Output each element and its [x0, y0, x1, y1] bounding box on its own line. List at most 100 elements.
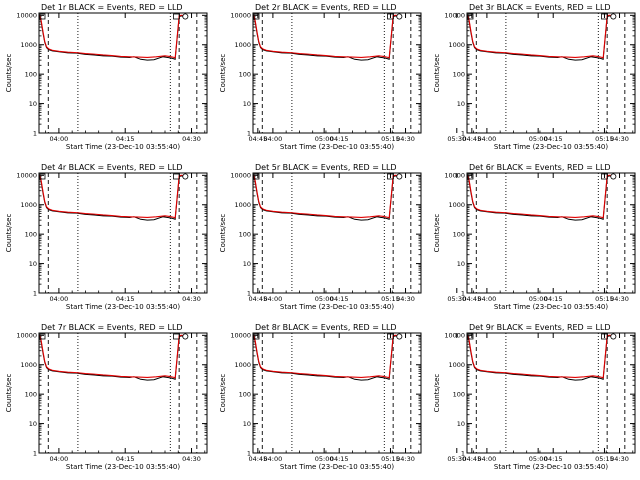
x-tick-label: 04:00 [264, 135, 283, 143]
x-tick-label: 05:00 [315, 295, 334, 303]
series-line-events [39, 335, 183, 381]
x-tick-label: 04:15 [544, 455, 563, 463]
y-tick-label: 1 [461, 449, 465, 457]
start-box-marker [253, 333, 260, 340]
interval-box-marker [387, 13, 394, 20]
panel-title: Det 7r BLACK = Events, RED = LLD [41, 323, 183, 332]
interval-circle-marker [396, 333, 403, 340]
y-tick-label: 1000 [448, 41, 465, 49]
x-axis-label: Start Time (23-Dec-10 03:55:40) [494, 143, 608, 151]
y-tick-label: 10 [29, 260, 37, 268]
y-tick-label: 10 [457, 420, 465, 428]
plot-frame [252, 332, 422, 454]
x-tick-label: 04:45 [462, 135, 481, 143]
x-tick-label: 05:00 [529, 455, 548, 463]
x-tick-label: 04:45 [462, 455, 481, 463]
y-tick-label: 100 [25, 390, 37, 398]
panel-det-2: Det 2r BLACK = Events, RED = LLD11010010… [219, 3, 614, 151]
series-line-lld [467, 174, 611, 219]
y-tick-label: 10000 [16, 172, 37, 180]
y-tick-label: 10000 [230, 172, 251, 180]
series-line-lld [253, 334, 397, 379]
x-tick-label: 04:15 [544, 295, 563, 303]
panel-title: Det 6r BLACK = Events, RED = LLD [469, 163, 611, 172]
y-axis-label: Counts/sec [219, 54, 227, 93]
y-tick-label: 1000 [234, 361, 251, 369]
panel-det-5: Det 5r BLACK = Events, RED = LLD11010010… [219, 163, 614, 311]
interval-box-marker [601, 333, 608, 340]
y-tick-label: 1 [461, 289, 465, 297]
start-box-marker [253, 173, 260, 180]
panel-det-6: Det 6r BLACK = Events, RED = LLD 1 10 100 10… [433, 163, 636, 311]
panel-title: Det 5r BLACK = Events, RED = LLD [255, 163, 397, 172]
y-axis-label: Counts/sec [433, 214, 441, 253]
y-tick-label: 10 [243, 260, 251, 268]
y-tick-label: 1000 [234, 201, 251, 209]
series-line-events [467, 15, 611, 61]
y-tick-label: 1 [33, 129, 37, 137]
y-axis-label: Counts/sec [219, 374, 227, 413]
x-tick-label: 04:15 [330, 135, 349, 143]
panel-title: Det 2r BLACK = Events, RED = LLD [255, 3, 397, 12]
x-tick-label: 05:15 [381, 135, 400, 143]
start-box-marker [467, 13, 474, 20]
x-tick-label: 04:30 [396, 295, 415, 303]
panel-title: Det 9r BLACK = Events, RED = LLD [469, 323, 611, 332]
y-tick-label: 10000 [444, 12, 465, 20]
y-tick-label: 1 [247, 289, 251, 297]
start-box-marker [39, 173, 46, 180]
interval-circle-marker [182, 333, 189, 340]
y-tick-label: 10000 [444, 332, 465, 340]
x-tick-label: 05:15 [381, 455, 400, 463]
y-tick-label: 100 [239, 230, 251, 238]
x-tick-label: 05:00 [529, 295, 548, 303]
y-axis-label: Counts/sec [5, 214, 13, 253]
start-box-marker [467, 173, 474, 180]
start-box-marker [467, 333, 474, 340]
x-axis-label: Start Time (23-Dec-10 03:55:40) [66, 463, 180, 471]
y-tick-label: 100 [453, 70, 465, 78]
x-tick-label: 04:15 [330, 455, 349, 463]
y-axis-label: Counts/sec [5, 54, 13, 93]
interval-box-marker [387, 173, 394, 180]
series-line-events [253, 175, 397, 221]
x-tick-label: 05:15 [595, 135, 614, 143]
y-tick-label: 100 [453, 390, 465, 398]
y-tick-label: 1000 [20, 361, 37, 369]
y-tick-label: 1 [247, 129, 251, 137]
x-axis-label: Start Time (23-Dec-10 03:55:40) [66, 303, 180, 311]
y-tick-label: 10000 [444, 172, 465, 180]
start-box-marker [39, 13, 46, 20]
interval-box-marker [173, 333, 180, 340]
y-tick-label: 10 [29, 100, 37, 108]
y-tick-label: 1000 [20, 41, 37, 49]
x-tick-label: 04:15 [116, 295, 135, 303]
plot-frame [252, 12, 422, 134]
x-tick-label: 04:30 [396, 135, 415, 143]
y-tick-label: 1 [33, 289, 37, 297]
plot-frame [38, 12, 208, 134]
x-tick-label: 05:15 [381, 295, 400, 303]
series-line-events [39, 175, 183, 221]
x-axis-label: Start Time (23-Dec-10 03:55:40) [494, 303, 608, 311]
interval-circle-marker [182, 173, 189, 180]
x-tick-label: 05:00 [315, 135, 334, 143]
x-tick-label: 04:30 [182, 455, 201, 463]
y-axis-label: Counts/sec [433, 374, 441, 413]
interval-box-marker [173, 13, 180, 20]
series-line-events [39, 15, 183, 61]
plot-frame [38, 172, 208, 294]
x-axis-label: Start Time (23-Dec-10 03:55:40) [494, 463, 608, 471]
panel-title: Det 8r BLACK = Events, RED = LLD [255, 323, 397, 332]
plot-frame [466, 172, 636, 294]
plot-frame [252, 172, 422, 294]
x-tick-label: 04:45 [248, 295, 267, 303]
x-tick-label: 04:30 [610, 455, 629, 463]
series-line-lld [39, 14, 183, 59]
y-tick-label: 1000 [448, 201, 465, 209]
x-tick-label: 04:30 [396, 455, 415, 463]
x-tick-label: 04:45 [248, 135, 267, 143]
plot-frame [466, 332, 636, 454]
x-tick-label: 04:00 [264, 295, 283, 303]
